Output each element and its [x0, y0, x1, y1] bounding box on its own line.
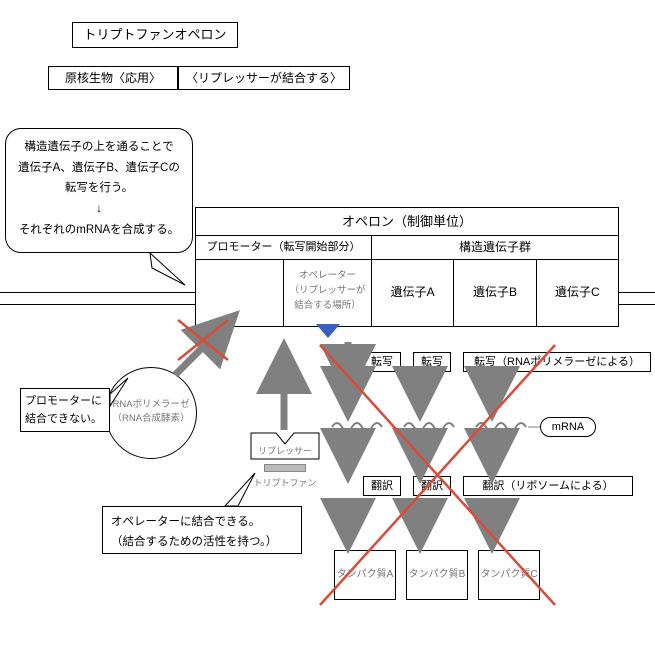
- genes-col-header: 構造遺伝子群: [372, 236, 618, 259]
- gene-a-cell: 遺伝子A: [372, 260, 454, 327]
- protein-b: タンパク質B: [406, 550, 468, 600]
- operator-cell: オペレーター （リプレッサーが 結合する場所）: [284, 260, 372, 327]
- operon-header: オペロン（制御単位）: [196, 208, 618, 236]
- gene-b-cell: 遺伝子B: [454, 260, 536, 327]
- translation-to-protein-arrows-icon: [348, 502, 492, 540]
- gene-a-text: 遺伝子A: [391, 285, 435, 299]
- mrna-to-translation-arrows-icon: [348, 444, 492, 470]
- operon-header-text: オペロン（制御単位）: [342, 214, 472, 229]
- translation-label-b: 翻訳: [413, 476, 451, 496]
- bubble-l1: 構造遺伝子の上を通ることで: [10, 137, 188, 158]
- protein-a-text: タンパク質A: [337, 569, 394, 580]
- tr-note: 転写（RNAポリメラーゼによる）: [474, 356, 640, 368]
- gene-b-text: 遺伝子B: [473, 285, 517, 299]
- tr-a: 転写: [371, 356, 393, 368]
- tl-b: 翻訳: [421, 480, 443, 492]
- protein-b-text: タンパク質B: [409, 569, 466, 580]
- translation-note-box: 翻訳（リボソームによる）: [463, 476, 633, 496]
- tryptophan-label: トリプトファン: [245, 476, 325, 489]
- polymerase-l2: （RNA合成酵素）: [106, 412, 196, 426]
- mrna-text: mRNA: [552, 421, 584, 433]
- transcription-note-box: 転写（RNAポリメラーゼによる）: [463, 352, 651, 372]
- tl-note: 翻訳（リボソームによる）: [482, 480, 613, 492]
- genes-col-text: 構造遺伝子群: [459, 240, 531, 254]
- tl-a: 翻訳: [371, 480, 393, 492]
- polymerase-arrow-icon: [175, 320, 230, 375]
- title-box: トリプトファンオペロン: [72, 22, 238, 48]
- promoter-col-text: プロモーター（転写開始部分）: [207, 241, 361, 253]
- gene-c-cell: 遺伝子C: [537, 260, 618, 327]
- tryptophan-bar: [264, 464, 306, 472]
- translation-label-a: 翻訳: [363, 476, 401, 496]
- operon-block: オペロン（制御単位） プロモーター（転写開始部分） 構造遺伝子群 オペレーター …: [195, 207, 619, 327]
- polymerase-l1: RNAポリメラーゼ: [106, 398, 196, 412]
- mrna-label-box: mRNA: [540, 417, 596, 437]
- operator-l1: オペレーター: [284, 268, 371, 283]
- promoter-col-header: プロモーター（転写開始部分）: [196, 236, 372, 259]
- rna-polymerase: RNAポリメラーゼ （RNA合成酵素）: [105, 367, 197, 459]
- promoter-callout-l2: 結合できない。: [25, 411, 105, 429]
- protein-c: タンパク質C: [478, 550, 540, 600]
- protein-c-text: タンパク質C: [480, 569, 537, 580]
- promoter-callout: プロモーターに 結合できない。: [20, 388, 110, 432]
- bubble-l3: 転写を行う。: [10, 178, 188, 199]
- operator-triangle-icon: [316, 324, 340, 338]
- bubble-l4: ↓: [10, 199, 188, 220]
- tr-b: 転写: [421, 356, 443, 368]
- operator-l2: （リプレッサーが: [284, 283, 371, 298]
- promoter-cell: [196, 260, 284, 327]
- operator-l3: 結合する場所）: [284, 298, 371, 313]
- transcription-label-a: 転写: [363, 352, 401, 372]
- protein-a: タンパク質A: [334, 550, 396, 600]
- operator-callout-l1: オペレーターに結合できる。: [111, 513, 293, 533]
- title-text: トリプトファンオペロン: [83, 27, 226, 42]
- operator-callout-l2: （結合するための活性を持つ。）: [111, 533, 293, 553]
- repressor-label: リプレッサー: [250, 444, 320, 457]
- subtitle-left-box: 原核生物〈応用〉: [48, 66, 178, 90]
- mrna-wave-icon: [332, 423, 526, 431]
- thought-bubble: 構造遺伝子の上を通ることで 遺伝子A、遺伝子B、遺伝子Cの 転写を行う。 ↓ そ…: [5, 128, 193, 253]
- subtitle-right-text: 〈リプレッサーが結合する〉: [186, 71, 342, 85]
- subtitle-left-text: 原核生物〈応用〉: [65, 71, 161, 85]
- gene-c-text: 遺伝子C: [555, 285, 600, 299]
- bubble-l2: 遺伝子A、遺伝子B、遺伝子Cの: [10, 158, 188, 179]
- subtitle-right-box: 〈リプレッサーが結合する〉: [178, 66, 350, 90]
- operator-callout: オペレーターに結合できる。 （結合するための活性を持つ。）: [102, 506, 302, 554]
- promoter-callout-l1: プロモーターに: [25, 393, 105, 411]
- transcription-label-b: 転写: [413, 352, 451, 372]
- bubble-l5: それぞれのmRNAを合成する。: [10, 220, 188, 241]
- repressor-group: リプレッサー トリプトファン: [250, 432, 320, 463]
- bubble-tail-icon: [150, 253, 185, 285]
